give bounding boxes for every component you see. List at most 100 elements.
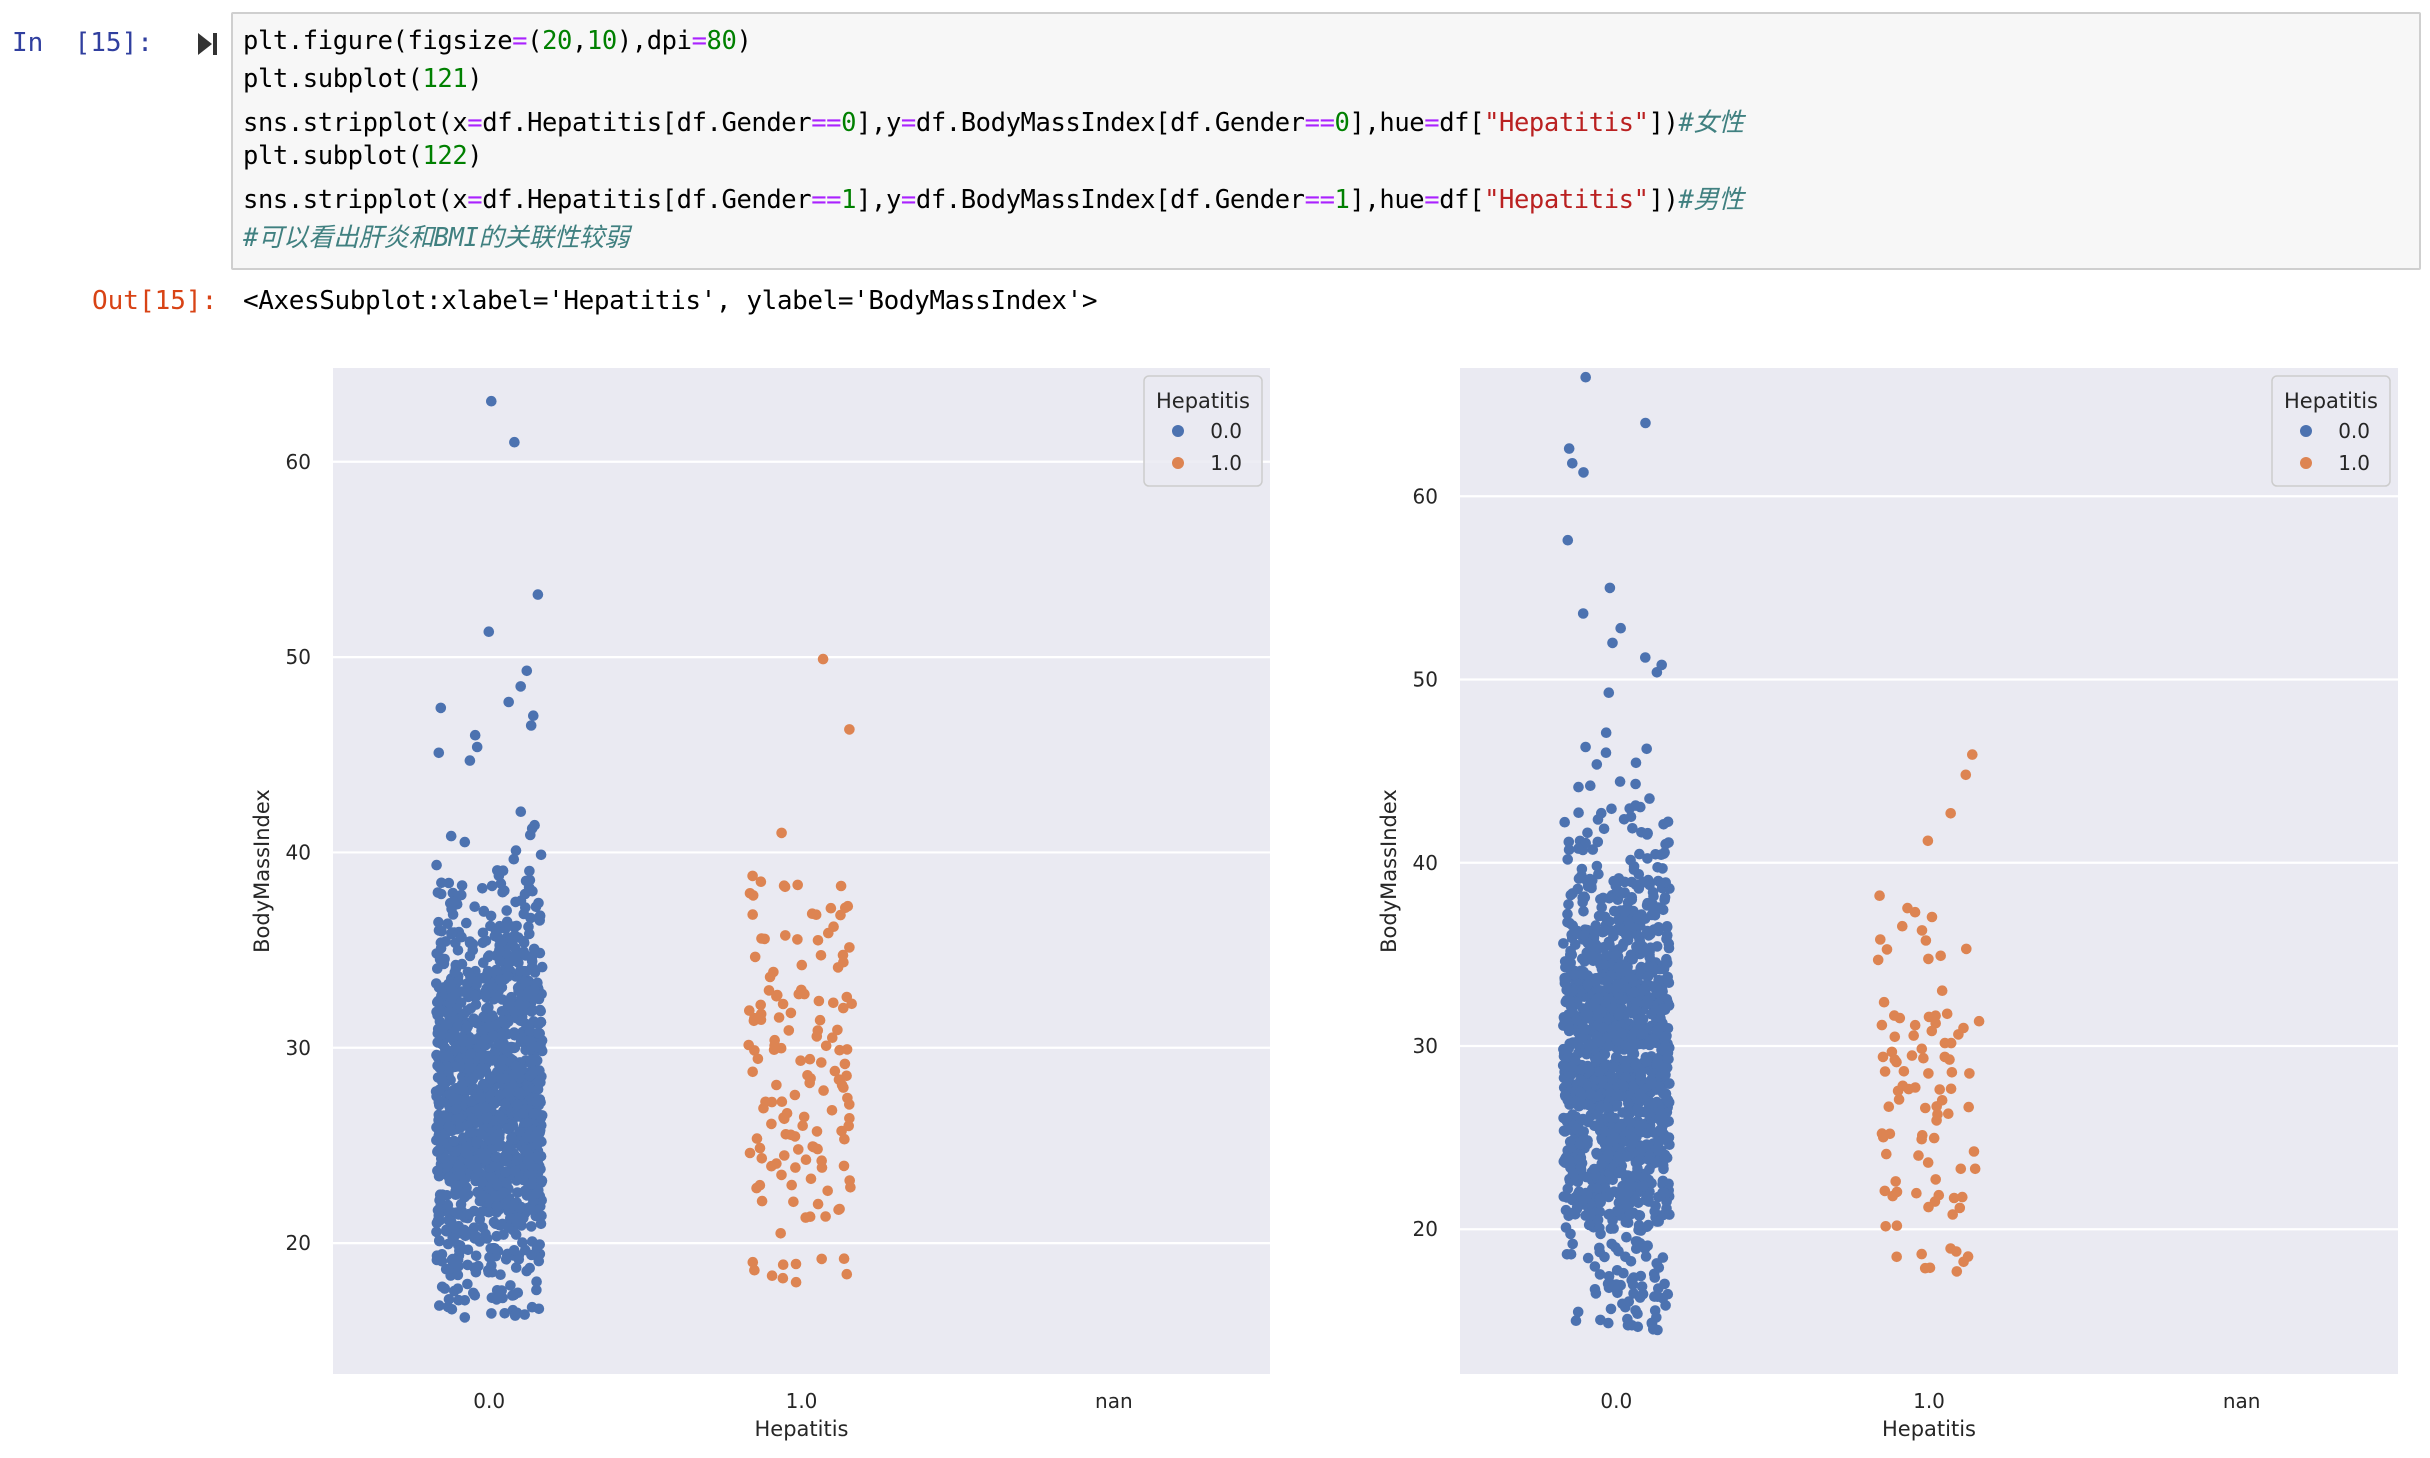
data-point <box>1626 1274 1637 1286</box>
code-cell-editor[interactable]: plt.figure(figsize=(20,10),dpi=80) plt.su… <box>231 12 2421 270</box>
data-point <box>496 1006 508 1017</box>
data-point <box>526 1221 537 1232</box>
data-point <box>434 1062 446 1073</box>
code-line: sns.stripplot(x=df.Hepatitis[df.Gender==… <box>243 102 1744 139</box>
data-point <box>1603 1191 1614 1203</box>
data-point <box>1613 1166 1624 1178</box>
data-point <box>521 1132 532 1144</box>
data-point <box>433 747 445 759</box>
data-point <box>1580 837 1591 849</box>
data-point <box>473 1260 484 1272</box>
code-token: sns.stripplot(x <box>243 108 468 139</box>
subplot-121: 20 30 40 50 60 0.0 1.0 nan Hepatitis BodyMassInde… <box>250 368 1270 1441</box>
data-point <box>533 1028 544 1039</box>
data-point <box>1661 1196 1672 1207</box>
data-point <box>1611 1265 1623 1276</box>
data-point <box>1604 939 1615 951</box>
data-point <box>1623 968 1635 979</box>
code-token: = <box>467 184 483 215</box>
data-point <box>509 1165 521 1177</box>
data-point <box>465 1127 476 1138</box>
run-cell-icon[interactable] <box>196 30 220 58</box>
data-point <box>775 1042 787 1054</box>
code-token: df.BodyMassIndex[df.Gender <box>915 184 1305 215</box>
data-point <box>487 1174 499 1185</box>
data-point <box>470 1250 482 1262</box>
data-point <box>494 974 506 985</box>
data-point <box>533 1303 545 1315</box>
code-line: plt.subplot(122) <box>243 141 483 171</box>
data-point <box>465 1003 477 1014</box>
data-point <box>838 1253 850 1264</box>
legend-entry-label: 0.0 <box>2338 419 2370 443</box>
data-point <box>448 1135 460 1147</box>
data-point <box>450 1104 462 1115</box>
data-point <box>1583 1039 1594 1051</box>
figure-output: 20 30 40 50 60 0.0 1.0 nan Hepatitis BodyMassInde… <box>0 340 2430 1453</box>
code-token: == <box>811 184 842 215</box>
data-point <box>532 589 544 600</box>
data-point <box>1632 1156 1644 1167</box>
data-point <box>500 1254 512 1265</box>
data-point <box>812 1198 824 1210</box>
data-point <box>1599 924 1611 936</box>
data-point <box>508 853 520 865</box>
code-token: #女性 <box>1678 108 1744 139</box>
data-point <box>772 989 783 1001</box>
code-line: sns.stripplot(x=df.Hepatitis[df.Gender==… <box>243 179 1744 216</box>
data-point <box>1874 890 1885 901</box>
data-point <box>756 1153 768 1164</box>
data-point <box>1607 1003 1618 1014</box>
data-point <box>1605 1303 1617 1315</box>
data-point <box>446 1125 458 1137</box>
data-point <box>1662 1052 1673 1064</box>
data-point <box>1951 1266 1963 1277</box>
data-point <box>1893 1094 1905 1105</box>
data-point <box>1883 1101 1895 1112</box>
data-point <box>432 1204 444 1216</box>
data-point <box>508 1289 520 1301</box>
data-point <box>1658 1187 1669 1198</box>
data-point <box>503 1222 514 1233</box>
code-token: ) <box>467 64 483 95</box>
y-tick-label: 20 <box>286 1231 311 1255</box>
data-point <box>484 1252 495 1263</box>
data-point <box>467 1034 478 1045</box>
data-point <box>1613 1009 1625 1021</box>
data-point <box>1561 984 1572 996</box>
data-point <box>777 998 789 1010</box>
data-point <box>811 1126 823 1137</box>
data-point <box>1618 1136 1629 1147</box>
code-token: plt.subplot( <box>243 64 423 95</box>
data-point <box>1595 959 1606 970</box>
data-point <box>1926 1025 1938 1037</box>
data-point <box>1916 1043 1928 1055</box>
data-point <box>1605 1112 1617 1123</box>
data-point <box>464 936 476 947</box>
data-point <box>1592 836 1604 848</box>
data-point <box>1587 844 1599 855</box>
data-point <box>1575 1074 1586 1086</box>
data-point <box>447 909 459 920</box>
data-point <box>1607 637 1618 649</box>
data-point <box>465 1155 477 1166</box>
data-point <box>1562 534 1574 546</box>
x-tick-label: 1.0 <box>1913 1389 1945 1413</box>
data-point <box>1623 1098 1634 1109</box>
data-point <box>773 1012 785 1023</box>
data-point <box>1881 1148 1892 1160</box>
data-point <box>1628 1288 1639 1299</box>
data-point <box>802 1070 813 1081</box>
data-point <box>1644 1098 1656 1109</box>
data-point <box>1655 877 1667 889</box>
data-point <box>1654 1112 1666 1124</box>
data-point <box>491 1230 502 1242</box>
data-point <box>1664 1078 1675 1089</box>
data-point <box>468 1287 479 1299</box>
data-point <box>487 1010 498 1021</box>
data-point <box>513 932 524 943</box>
data-point <box>1596 807 1607 819</box>
data-point <box>524 928 535 940</box>
data-point <box>777 1272 789 1284</box>
data-point <box>1642 995 1654 1006</box>
